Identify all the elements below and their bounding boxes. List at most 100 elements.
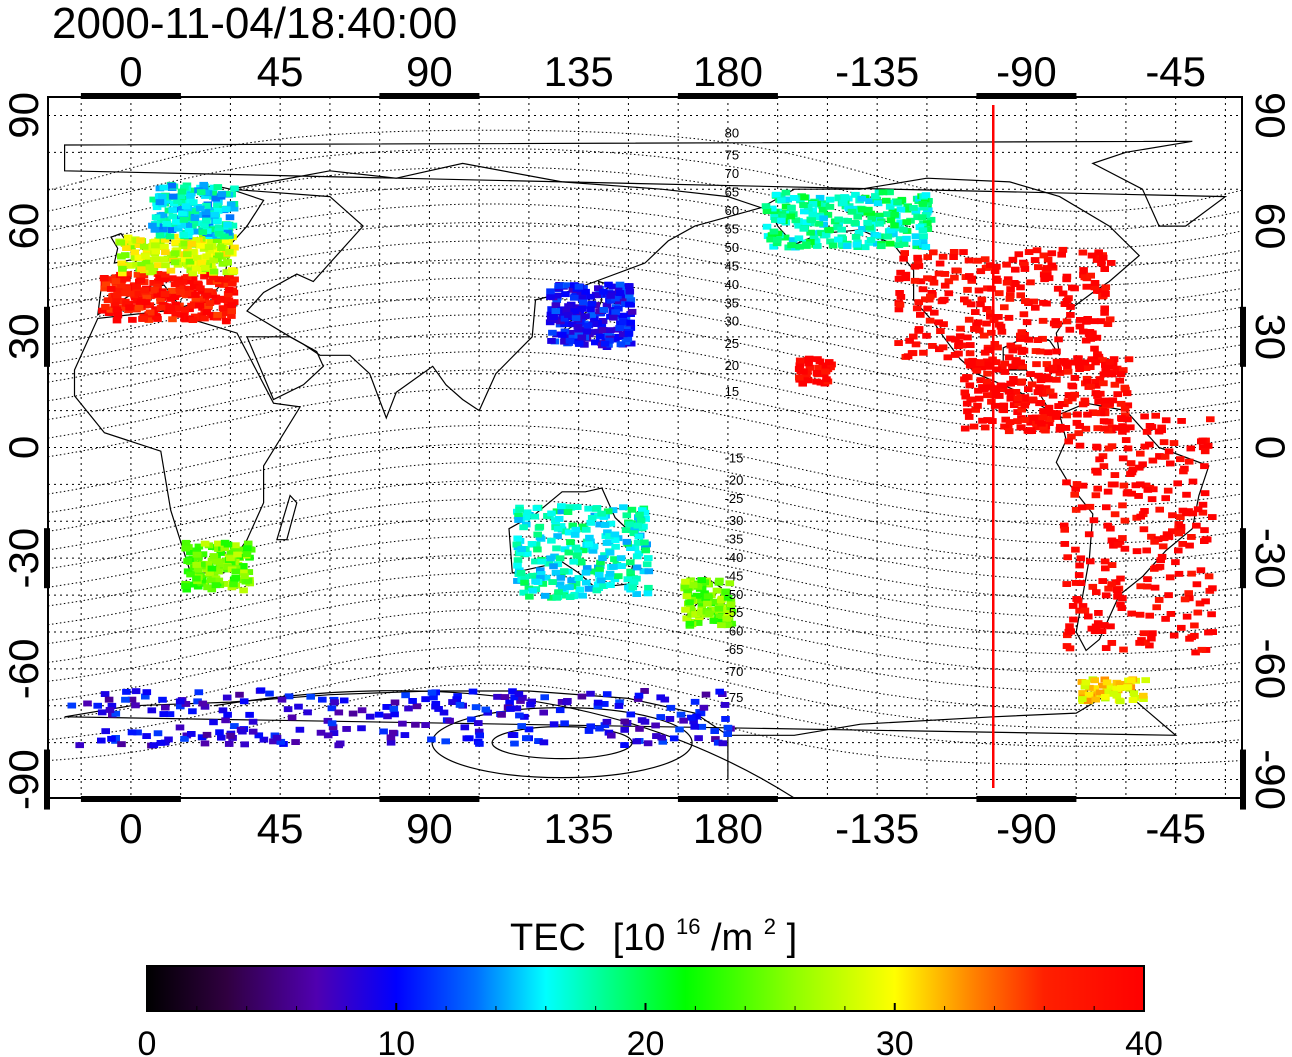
tec-cell: [972, 367, 982, 374]
tec-cell: [867, 215, 876, 222]
tec-cell: [175, 698, 185, 705]
tec-cell: [1065, 326, 1075, 333]
tec-cell: [523, 550, 532, 557]
tec-cell: [1066, 628, 1075, 635]
tec-cell: [633, 539, 643, 546]
tec-cell: [117, 305, 126, 311]
tec-cell: [606, 297, 616, 304]
tec-cell: [190, 208, 200, 215]
tec-cell: [139, 316, 148, 322]
tec-cell: [1008, 256, 1018, 263]
tec-cell: [1004, 388, 1014, 395]
tec-cell: [911, 233, 921, 240]
tec-cell: [512, 705, 522, 712]
tec-cell: [565, 337, 575, 344]
tec-cell: [1011, 281, 1020, 287]
tec-cell: [564, 529, 574, 536]
tec-cell: [641, 547, 650, 554]
tec-cell: [177, 188, 187, 195]
tec-cell: [622, 512, 632, 519]
contour-label-60: 60: [725, 203, 739, 218]
mag-contour: [48, 424, 1242, 507]
tec-cell: [1091, 696, 1100, 703]
tec-cell: [1080, 397, 1090, 404]
tec-cell: [284, 693, 294, 700]
tec-cell: [427, 689, 437, 696]
tec-cell: [598, 318, 608, 324]
tec-cell: [821, 362, 831, 369]
tec-cell: [188, 224, 197, 231]
tec-cell: [582, 579, 591, 586]
tec-cell: [847, 208, 857, 215]
tec-cell: [174, 225, 183, 232]
tec-cell: [634, 533, 644, 540]
tec-cell: [142, 248, 152, 255]
tec-cell: [131, 702, 140, 709]
tec-cell: [98, 307, 107, 314]
top-lon-label: 45: [257, 48, 304, 95]
right-lat-label: 90: [1247, 92, 1292, 139]
tec-cell: [993, 278, 1002, 284]
tec-cell: [584, 728, 594, 734]
tec-cell: [180, 311, 189, 318]
tec-cell: [1187, 570, 1196, 577]
tec-cell: [944, 278, 954, 285]
contour-label--30: -30: [725, 513, 744, 528]
tec-cell: [1062, 298, 1072, 304]
tec-cell: [834, 216, 843, 223]
tec-cell: [963, 286, 972, 293]
tec-cell: [1105, 683, 1114, 690]
tec-cell: [555, 555, 565, 562]
tec-cell: [1116, 371, 1126, 378]
tec-cell: [357, 707, 367, 714]
tec-cell: [516, 549, 525, 556]
tec-cell: [983, 417, 992, 423]
map-title: 2000-11-04/18:40:00: [52, 0, 457, 48]
tec-cell: [127, 696, 137, 703]
tec-cell: [686, 577, 695, 584]
tec-cell: [229, 268, 239, 275]
tec-cell: [572, 552, 582, 559]
tec-cell: [1068, 284, 1077, 291]
tec-cell: [190, 215, 200, 221]
tec-cell: [221, 318, 231, 324]
tec-cell: [982, 358, 992, 365]
tec-cell: [239, 698, 249, 705]
tec-cell: [93, 702, 102, 709]
tec-cell: [202, 202, 211, 209]
tec-cell: [276, 738, 286, 745]
tec-cell: [179, 231, 188, 238]
tec-cell: [187, 731, 196, 737]
tec-cell: [1101, 361, 1110, 368]
tec-cell: [564, 504, 574, 511]
left-frame-tick: [44, 528, 50, 589]
bottom-frame-tick: [80, 796, 181, 802]
tec-cell: [374, 711, 384, 718]
tec-cell: [986, 384, 995, 391]
tec-cell: [131, 688, 141, 695]
tec-cell: [1139, 692, 1148, 699]
tec-cell: [1159, 535, 1169, 542]
tec-cell: [122, 245, 131, 251]
tec-cell: [1078, 482, 1088, 489]
tec-cell: [544, 560, 554, 567]
tec-cell: [632, 591, 641, 597]
tec-cell: [155, 199, 165, 206]
tec-cell: [940, 271, 950, 277]
tec-cell: [777, 217, 786, 224]
tec-cell: [1129, 690, 1139, 697]
tec-cell: [577, 305, 587, 312]
tec-cell: [1090, 628, 1100, 635]
tec-cell: [895, 236, 905, 243]
map-frame: [47, 96, 1243, 799]
tec-cell: [208, 292, 217, 299]
tec-cell: [203, 561, 212, 568]
tec-cell: [594, 285, 603, 292]
tec-cell: [390, 711, 399, 718]
tec-cell: [626, 297, 636, 304]
tec-cell: [722, 615, 731, 622]
tec-cell: [916, 278, 926, 285]
tec-cell: [634, 692, 644, 699]
tec-cell: [191, 292, 200, 298]
tec-cell: [568, 522, 578, 529]
